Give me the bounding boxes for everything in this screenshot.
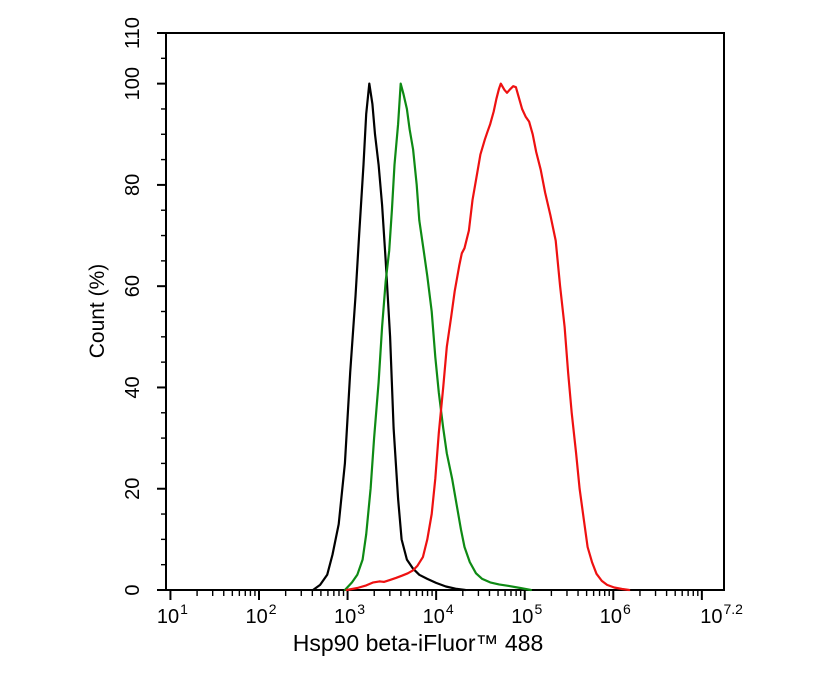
curve-red [345, 82, 631, 592]
y-tick-label: 40 [122, 376, 144, 398]
y-tick-label: 80 [122, 174, 144, 196]
y-tick-label: 110 [122, 17, 144, 49]
y-axis-title: Count (%) [86, 264, 109, 359]
y-tick-label: 20 [122, 478, 144, 500]
y-tick-label: 0 [122, 584, 144, 595]
x-tick-label: 106 [600, 601, 631, 628]
y-tick-label: 100 [122, 67, 144, 100]
x-tick-label: 104 [423, 601, 454, 628]
chart-generated-group: 101 102 103 104 105 106 107.2 0 20 40 60 80 100 110 [122, 17, 743, 628]
curve-black [311, 82, 467, 592]
x-tick-label: 102 [245, 601, 276, 628]
x-tick-label: 107.2 [700, 601, 743, 628]
x-tick-label: 101 [157, 601, 188, 628]
plot-frame [165, 32, 725, 591]
curve-green [343, 82, 532, 592]
y-tick-label: 60 [122, 275, 144, 297]
x-tick-label: 105 [511, 601, 542, 628]
x-tick-label: 103 [334, 601, 365, 628]
x-axis-title: Hsp90 beta-iFluor™ 488 [293, 630, 544, 656]
